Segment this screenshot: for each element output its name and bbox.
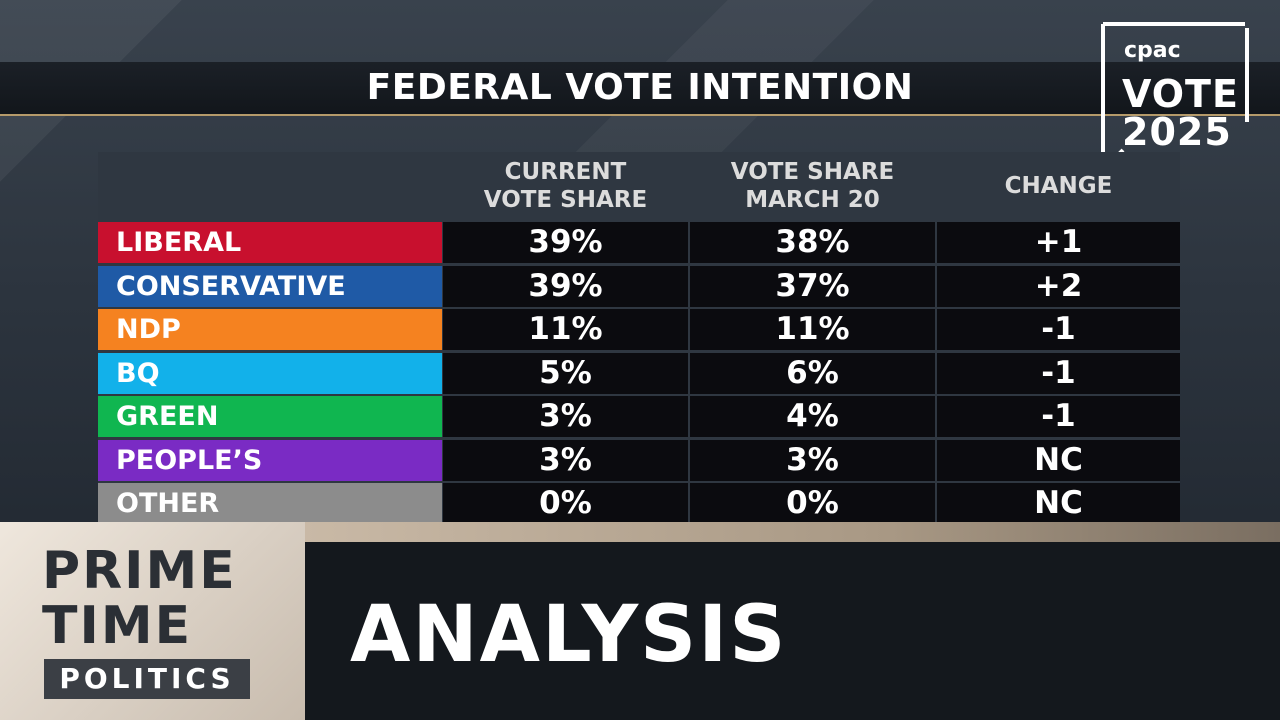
- current-vote-share-cell: 39%: [443, 265, 688, 307]
- current-vote-share-cell: 3%: [443, 396, 688, 437]
- header-current-vote-share: CURRENT VOTE SHARE: [483, 159, 648, 213]
- vote-share-march-20-cell: 38%: [690, 222, 935, 263]
- current-vote-share-cell: 11%: [443, 309, 688, 350]
- table-row: PEOPLE’S 3% 3% NC: [98, 439, 1180, 481]
- cpac-logo-text: cpac: [1124, 38, 1181, 63]
- table-row: CONSERVATIVE 39% 37% +2: [98, 265, 1180, 307]
- party-name-cell: BQ: [98, 352, 442, 394]
- party-name-cell: GREEN: [98, 396, 442, 437]
- vote-logo-text: VOTE: [1122, 72, 1239, 116]
- show-logo-line3: POLITICS: [44, 659, 250, 699]
- party-name-cell: LIBERAL: [98, 222, 442, 263]
- change-cell: +2: [937, 265, 1180, 307]
- table-row: OTHER 0% 0% NC: [98, 483, 1180, 524]
- party-name-cell: PEOPLE’S: [98, 439, 442, 481]
- party-name-cell: CONSERVATIVE: [98, 265, 442, 307]
- change-cell: -1: [937, 396, 1180, 437]
- vote-share-march-20-cell: 4%: [690, 396, 935, 437]
- vote-share-march-20-cell: 37%: [690, 265, 935, 307]
- change-cell: NC: [937, 439, 1180, 481]
- header-change: CHANGE: [1004, 173, 1113, 199]
- lower-third-strip: [305, 522, 1280, 542]
- current-vote-share-cell: 5%: [443, 352, 688, 394]
- party-name-cell: NDP: [98, 309, 442, 350]
- segment-label: ANALYSIS: [350, 590, 788, 680]
- change-cell: -1: [937, 309, 1180, 350]
- vote-share-march-20-cell: 6%: [690, 352, 935, 394]
- change-cell: -1: [937, 352, 1180, 394]
- title-band: [0, 62, 1280, 116]
- change-cell: NC: [937, 483, 1180, 524]
- chart-title: FEDERAL VOTE INTENTION: [366, 67, 914, 108]
- vote-share-march-20-cell: 3%: [690, 439, 935, 481]
- show-logo-line1: PRIME: [42, 541, 237, 601]
- year-logo-text: 2025: [1122, 110, 1232, 154]
- table-row: BQ 5% 6% -1: [98, 352, 1180, 394]
- header-vote-share-march-20: VOTE SHARE MARCH 20: [730, 159, 895, 213]
- vote-share-march-20-cell: 11%: [690, 309, 935, 350]
- current-vote-share-cell: 39%: [443, 222, 688, 263]
- change-cell: +1: [937, 222, 1180, 263]
- current-vote-share-cell: 3%: [443, 439, 688, 481]
- table-row: NDP 11% 11% -1: [98, 309, 1180, 350]
- show-logo-line2: TIME: [42, 596, 193, 656]
- table-row: LIBERAL 39% 38% +1: [98, 222, 1180, 263]
- vote-share-march-20-cell: 0%: [690, 483, 935, 524]
- current-vote-share-cell: 0%: [443, 483, 688, 524]
- lower-third-bar: [305, 542, 1280, 720]
- table-row: GREEN 3% 4% -1: [98, 396, 1180, 437]
- party-name-cell: OTHER: [98, 483, 442, 524]
